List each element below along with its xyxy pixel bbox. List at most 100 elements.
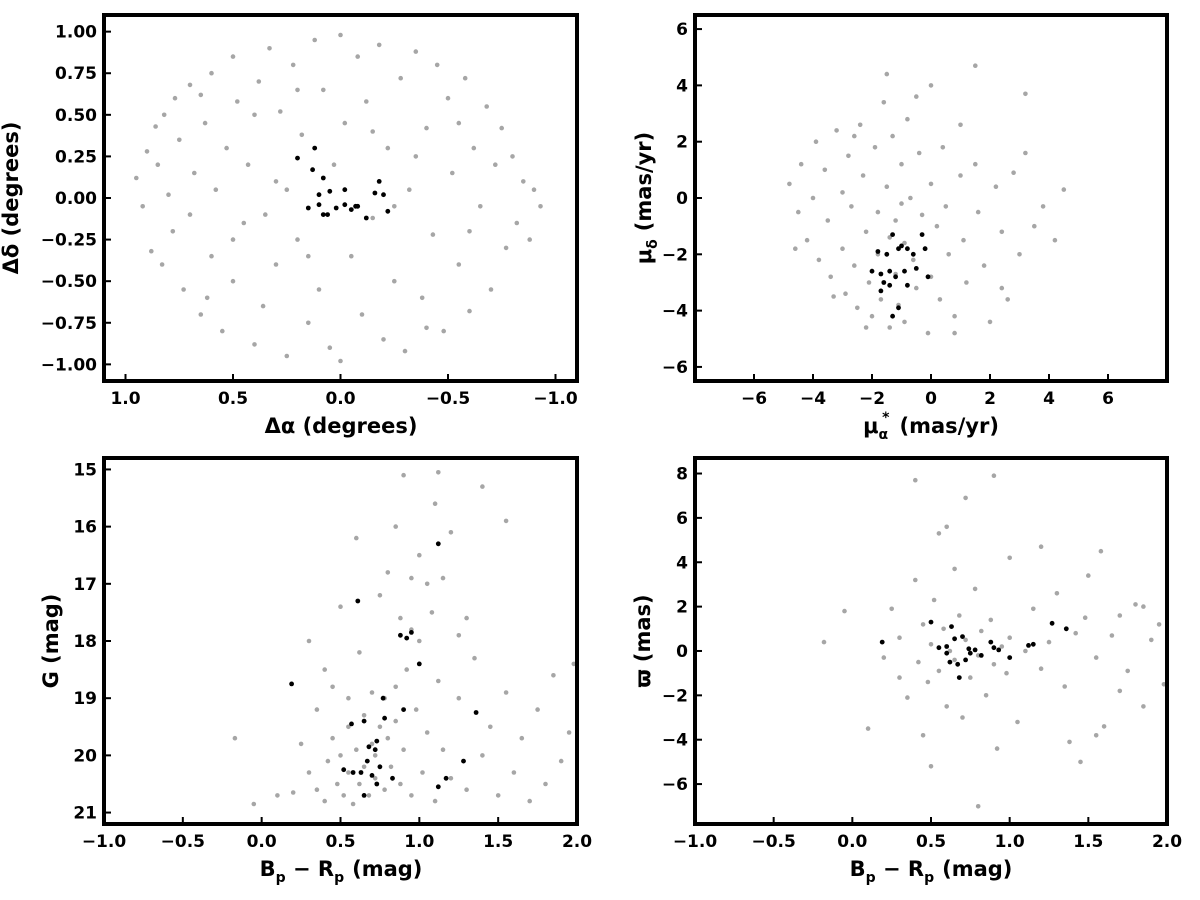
field-star-point	[968, 675, 973, 680]
field-star-point	[519, 735, 525, 741]
field-star-point	[354, 747, 359, 752]
x-tick-label: 1.0	[404, 832, 434, 852]
member-star-point	[325, 212, 330, 218]
field-star-point	[960, 715, 965, 720]
y-tick-label: 4	[676, 76, 688, 96]
field-star-point	[1101, 724, 1107, 729]
field-star-point	[316, 287, 322, 292]
field-star-point	[480, 753, 485, 758]
field-star-point	[224, 145, 229, 151]
member-star-point	[327, 188, 333, 194]
field-star-point	[432, 501, 438, 507]
field-star-point	[413, 707, 419, 712]
field-star-point	[936, 668, 942, 674]
field-star-point	[914, 285, 919, 291]
field-star-point	[377, 593, 383, 598]
y-tick-label: 6	[676, 509, 688, 529]
y-tick-label: −4	[662, 731, 688, 751]
field-star-point	[299, 132, 305, 138]
member-star-point	[875, 249, 881, 254]
x-tick-label: −1.0	[82, 832, 127, 852]
x-label-minus: − R	[286, 857, 334, 881]
field-star-point	[209, 70, 214, 76]
field-star-point	[471, 145, 477, 151]
field-star-point	[306, 638, 312, 644]
field-star-point	[994, 746, 1000, 751]
field-star-point	[991, 662, 997, 667]
field-star-point	[388, 764, 394, 770]
field-star-point	[1007, 555, 1012, 561]
x-label-sub2: p	[924, 870, 934, 886]
member-star-point	[416, 661, 422, 667]
field-star-point	[306, 770, 312, 775]
field-star-point	[911, 257, 916, 263]
field-star-point	[370, 215, 376, 221]
member-star-point	[374, 738, 380, 744]
field-star-point	[937, 297, 943, 302]
field-star-point	[338, 32, 343, 38]
field-star-point	[495, 793, 501, 798]
member-star-point	[401, 707, 406, 712]
y-tick-label: 0.75	[55, 64, 97, 84]
field-star-point	[887, 325, 892, 330]
member-star-point	[978, 653, 984, 658]
field-star-point	[913, 477, 918, 483]
x-tick-label: −4	[800, 389, 826, 409]
y-tick-label: 6	[676, 20, 688, 40]
field-star-point	[424, 730, 430, 735]
field-star-point	[385, 735, 391, 741]
field-star-point	[284, 353, 290, 359]
y-tick-label: 0.00	[55, 189, 97, 209]
member-star-point	[913, 266, 919, 271]
field-star-point	[902, 319, 907, 325]
x-tick-label: −6	[741, 389, 767, 409]
field-star-point	[846, 153, 851, 159]
field-star-point	[464, 615, 469, 621]
y-axis-label: ϖ (mas)	[631, 594, 655, 687]
member-star-point	[944, 644, 950, 649]
field-star-point	[1023, 150, 1028, 156]
x-tick-label: 0.0	[837, 832, 867, 852]
field-star-point	[456, 262, 462, 267]
field-star-point	[973, 161, 978, 167]
field-star-point	[456, 120, 462, 126]
member-star-point	[996, 647, 1002, 653]
member-star-point	[372, 747, 378, 753]
member-star-point	[350, 770, 356, 775]
y-tick-label: 2	[676, 598, 688, 618]
field-star-point	[787, 181, 792, 187]
field-star-point	[404, 667, 410, 672]
field-star-point	[1109, 633, 1115, 638]
member-star-point	[382, 715, 387, 721]
field-star-point	[312, 37, 318, 43]
member-star-point	[364, 758, 370, 764]
member-star-point	[333, 205, 339, 211]
field-star-point	[908, 195, 913, 201]
field-star-point	[298, 741, 304, 747]
field-star-point	[393, 524, 399, 529]
y-tick-label: −0.50	[41, 272, 97, 292]
field-star-point	[849, 204, 854, 209]
field-star-point	[392, 278, 397, 284]
field-star-point	[952, 657, 957, 663]
field-star-point	[480, 484, 485, 489]
field-star-point	[843, 291, 848, 297]
field-star-point	[161, 112, 167, 118]
field-star-point	[558, 758, 564, 764]
field-star-point	[919, 212, 925, 218]
field-star-point	[436, 678, 441, 684]
field-star-point	[902, 240, 907, 246]
field-star-point	[462, 75, 468, 81]
field-star-point	[988, 617, 994, 623]
field-star-point	[376, 42, 382, 48]
y-tick-label: 0	[676, 189, 688, 209]
member-star-point	[473, 710, 479, 715]
member-star-point	[910, 251, 916, 257]
x-axis-label: Δα (degrees)	[265, 414, 418, 438]
field-star-point	[355, 54, 361, 59]
member-star-point	[404, 635, 410, 641]
member-star-point	[944, 650, 950, 656]
field-star-point	[1023, 91, 1028, 97]
member-star-point	[890, 232, 895, 238]
